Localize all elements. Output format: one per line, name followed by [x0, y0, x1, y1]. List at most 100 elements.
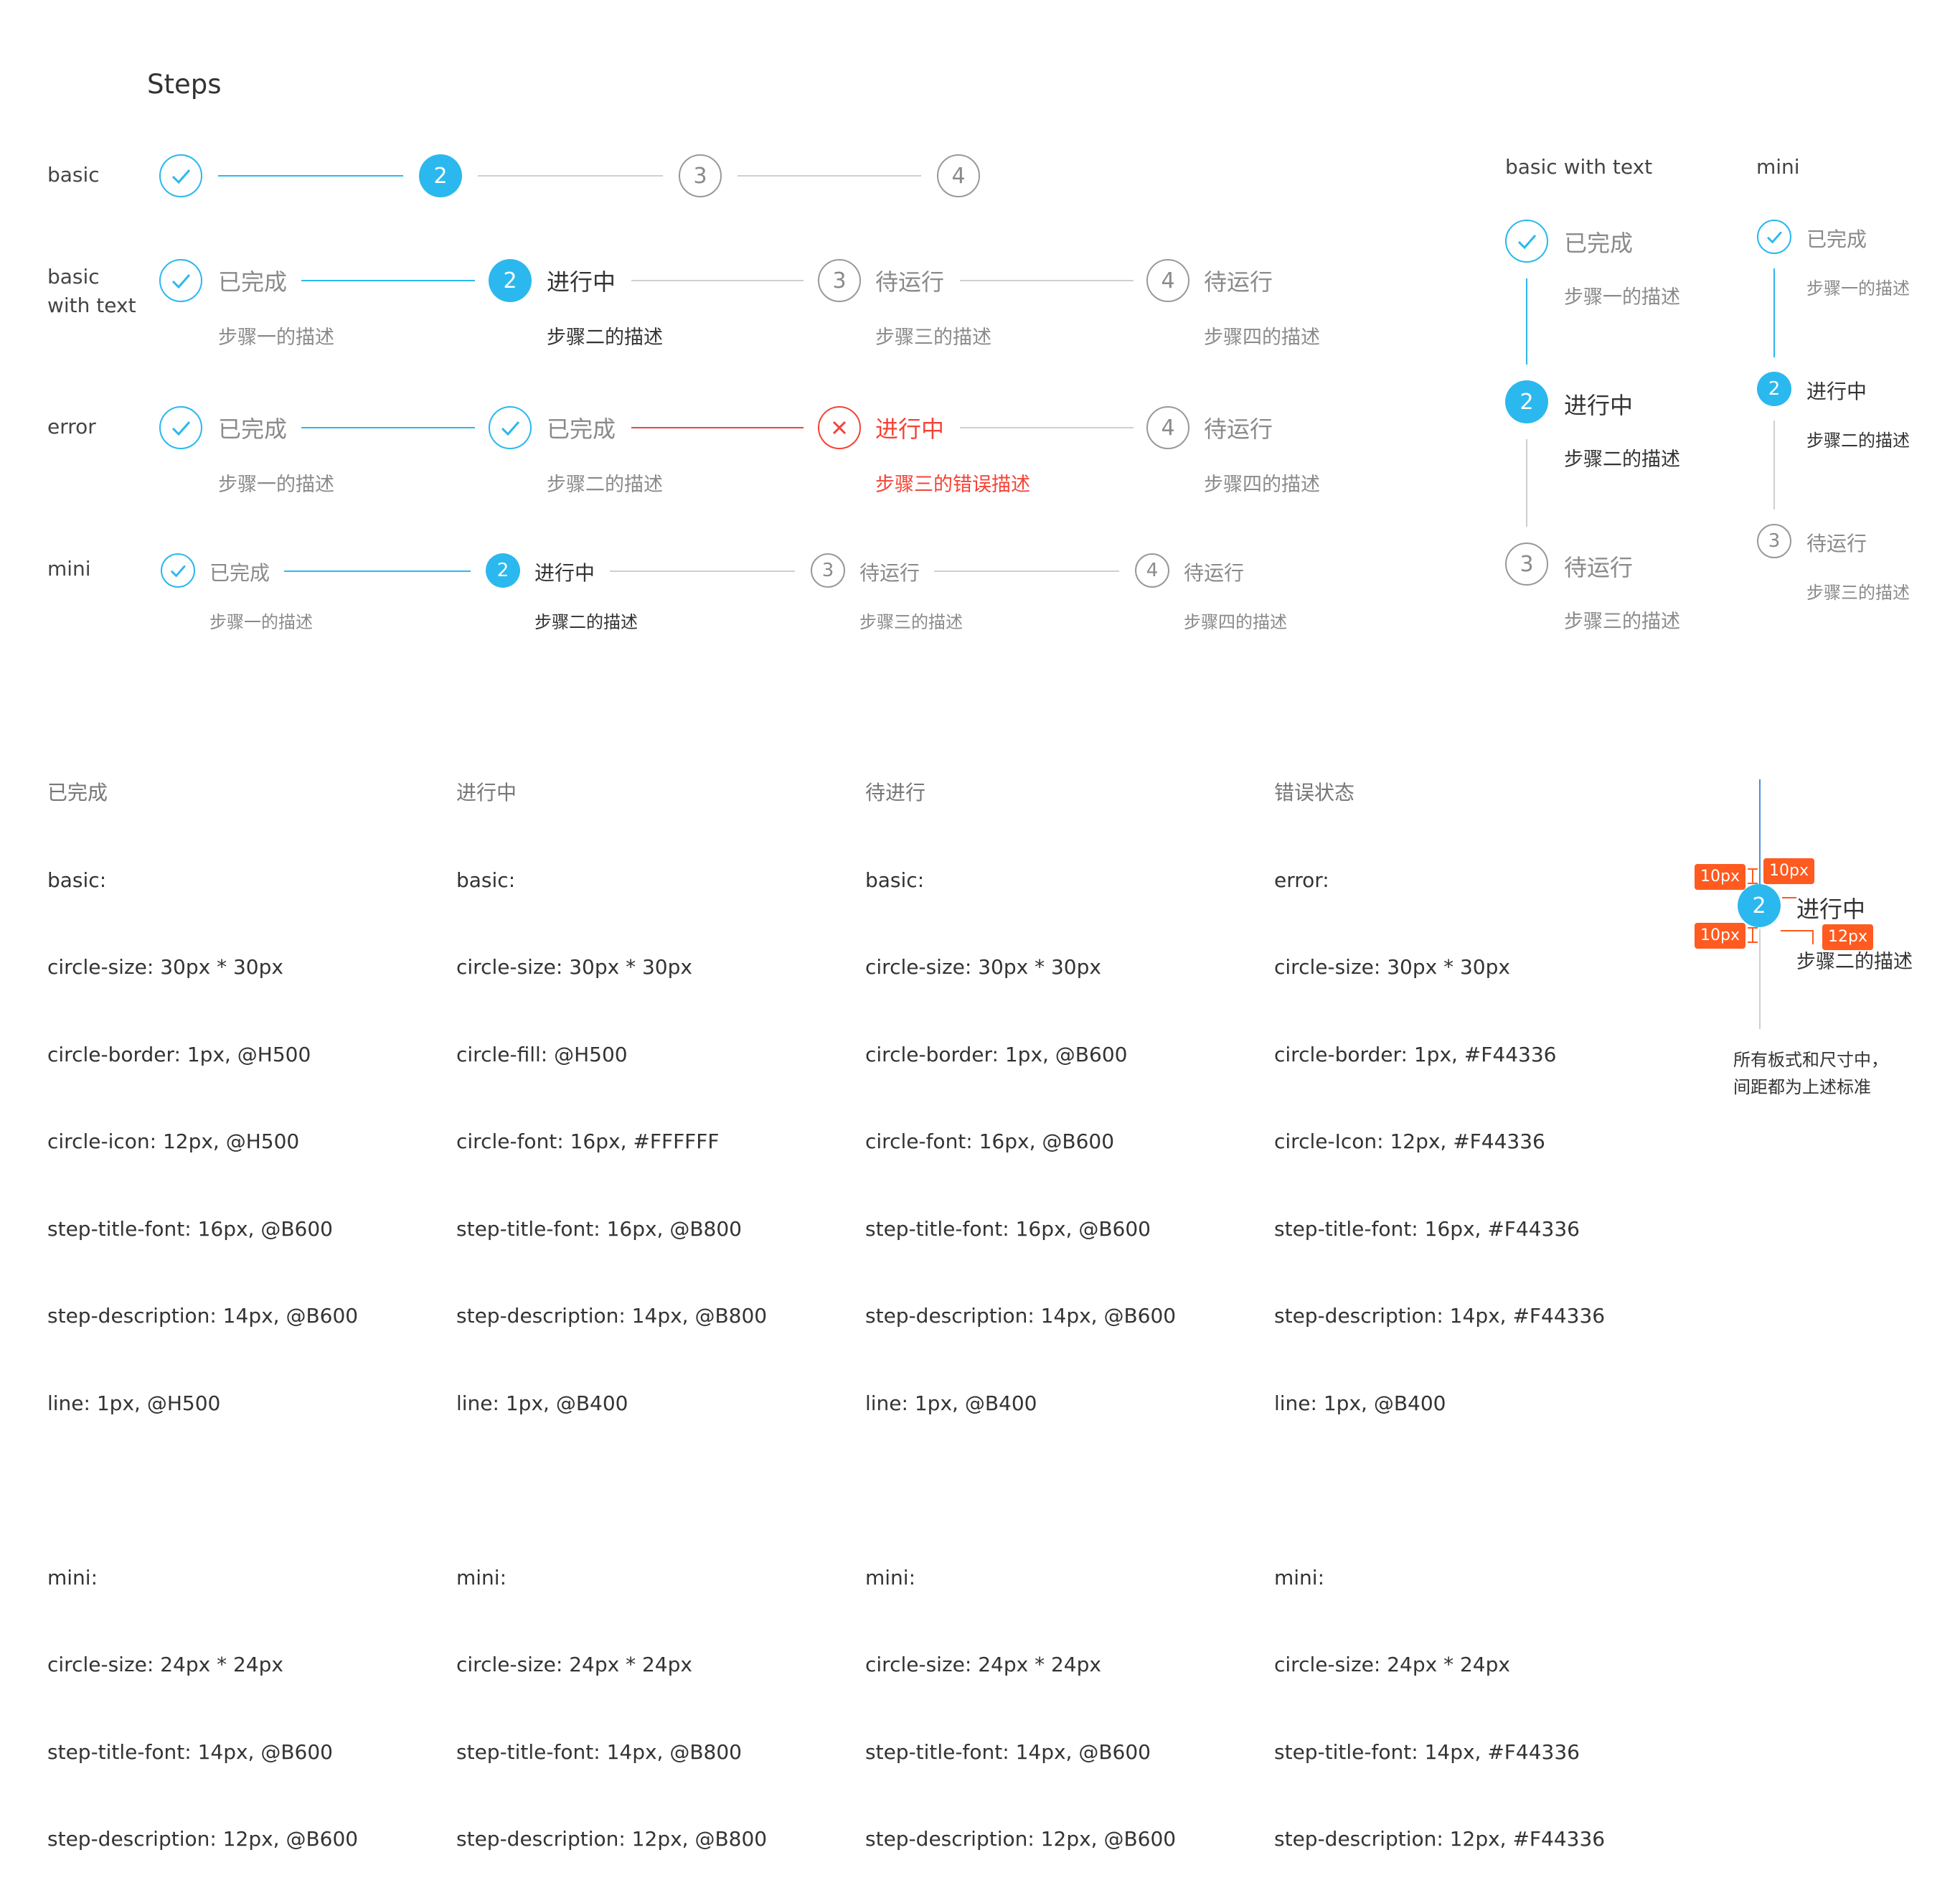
- spec-line: mini:: [1274, 1565, 1325, 1589]
- spec-heading: 进行中: [456, 781, 517, 804]
- step-circle-wait[interactable]: 4: [1135, 553, 1169, 588]
- step-connector: [610, 570, 795, 572]
- step-description: 步骤二的描述: [1564, 449, 1680, 471]
- spec-line: step-title-font: 16px, @B600: [865, 1216, 1151, 1241]
- step-description: 步骤三的描述: [1564, 611, 1680, 633]
- step-connector: [738, 175, 921, 177]
- step-description: 步骤一的描述: [1806, 278, 1910, 299]
- spacing-tag: 12px: [1822, 924, 1873, 950]
- row-label-mini: mini: [47, 557, 91, 581]
- step-circle-wait[interactable]: 4: [937, 154, 980, 197]
- spec-line: circle-size: 24px * 24px: [865, 1653, 1101, 1676]
- spec-line: step-title-font: 16px, @B800: [456, 1216, 742, 1241]
- step-circle-active[interactable]: 2: [1757, 372, 1791, 406]
- measure-marker: [1748, 883, 1758, 884]
- check-icon: [501, 421, 520, 436]
- vertical-text-label: basic with text: [1505, 155, 1653, 179]
- spec-line: circle-fill: @H500: [456, 1042, 628, 1066]
- step-title: 进行中: [875, 415, 945, 443]
- annotation-description: 步骤二的描述: [1796, 951, 1913, 973]
- measure-marker: [1752, 927, 1753, 943]
- step-circle-done[interactable]: [159, 154, 202, 197]
- step-connector: [218, 175, 403, 177]
- spacing-tag: 10px: [1695, 923, 1745, 949]
- step-circle-done[interactable]: [159, 259, 202, 302]
- spec-column-active: 进行中 basic: circle-size: 30px * 30px circ…: [456, 720, 767, 1883]
- spec-line: mini:: [47, 1565, 98, 1589]
- spec-line: basic:: [456, 868, 516, 892]
- guide-line-bottom: [1759, 929, 1761, 1029]
- measure-marker: [1812, 930, 1814, 944]
- spec-line: step-title-font: 14px, @B600: [47, 1739, 333, 1764]
- step-connector: [631, 280, 804, 281]
- step-circle-done[interactable]: [159, 406, 202, 449]
- step-title: 待运行: [1204, 268, 1273, 296]
- step-circle-done[interactable]: [161, 553, 195, 588]
- step-circle-wait[interactable]: 3: [1505, 543, 1548, 586]
- step-description: 步骤四的描述: [1204, 474, 1320, 496]
- spec-line: step-title-font: 16px, @B600: [47, 1216, 333, 1241]
- step-circle-done[interactable]: [1505, 220, 1548, 263]
- step-circle-active[interactable]: 2: [486, 553, 520, 588]
- step-connector: [1526, 439, 1527, 527]
- step-circle-active[interactable]: 2: [419, 154, 462, 197]
- step-circle-wait[interactable]: 4: [1146, 259, 1189, 302]
- spec-heading: 待进行: [865, 781, 926, 804]
- step-circle-wait[interactable]: 4: [1146, 406, 1189, 449]
- spec-line: circle-size: 30px * 30px: [47, 955, 283, 979]
- vertical-mini-label: mini: [1756, 155, 1800, 179]
- row-label-error: error: [47, 415, 96, 438]
- measure-marker: [1748, 942, 1758, 943]
- step-title: 待运行: [1184, 561, 1245, 585]
- step-title: 已完成: [1806, 227, 1867, 251]
- close-icon: [832, 421, 847, 435]
- spec-line: mini:: [456, 1565, 507, 1589]
- step-circle-active[interactable]: 2: [489, 259, 532, 302]
- spec-line: circle-size: 24px * 24px: [47, 1653, 283, 1676]
- spec-column-wait: 待进行 basic: circle-size: 30px * 30px circ…: [865, 720, 1176, 1883]
- spec-line: step-title-font: 14px, @B600: [865, 1739, 1151, 1764]
- spec-line: mini:: [865, 1565, 916, 1589]
- spec-line: line: 1px, @H500: [47, 1391, 221, 1415]
- annotation-note-line: 所有板式和尺寸中，: [1733, 1050, 1888, 1070]
- spec-line: step-title-font: 14px, @B800: [456, 1739, 742, 1764]
- step-circle-done[interactable]: [489, 406, 532, 449]
- spec-line: step-description: 14px, @B600: [865, 1304, 1177, 1328]
- step-circle-active[interactable]: 2: [1505, 380, 1548, 423]
- step-description: 步骤三的描述: [1806, 583, 1910, 603]
- step-circle-error[interactable]: [818, 406, 861, 449]
- spec-line: step-description: 14px, @B800: [456, 1304, 768, 1328]
- step-circle-wait[interactable]: 3: [679, 154, 722, 197]
- step-circle-done[interactable]: [1757, 220, 1791, 254]
- step-connector: [960, 427, 1134, 428]
- annotation-title: 进行中: [1796, 896, 1866, 923]
- step-title: 待运行: [1806, 532, 1867, 555]
- check-icon: [1517, 235, 1537, 250]
- measure-marker: [1748, 868, 1758, 870]
- row-label-basic: basic: [47, 163, 100, 187]
- step-circle-wait[interactable]: 3: [811, 553, 845, 588]
- step-description: 步骤三的描述: [875, 327, 991, 349]
- step-circle-wait[interactable]: 3: [1757, 524, 1791, 558]
- step-circle-wait[interactable]: 3: [818, 259, 861, 302]
- step-description: 步骤二的描述: [547, 327, 663, 349]
- spec-line: basic:: [47, 868, 107, 892]
- row-label-line: with text: [47, 294, 136, 317]
- step-description: 步骤四的描述: [1204, 327, 1320, 349]
- step-title: 已完成: [209, 561, 270, 585]
- step-connector: [478, 175, 663, 177]
- step-title: 进行中: [534, 561, 595, 585]
- step-description: 步骤四的描述: [1184, 612, 1287, 632]
- step-connector: [284, 570, 471, 572]
- step-title: 已完成: [547, 415, 616, 443]
- step-title: 进行中: [1564, 392, 1634, 419]
- step-connector: [1773, 421, 1775, 510]
- row-label-basic-with-text: basic with text: [47, 263, 136, 320]
- step-description: 步骤一的描述: [209, 612, 313, 632]
- spec-line: circle-icon: 12px, @H500: [47, 1130, 300, 1153]
- step-connector: [301, 427, 475, 428]
- spec-line: circle-font: 16px, @B600: [865, 1130, 1115, 1153]
- spec-line: circle-size: 30px * 30px: [865, 955, 1101, 979]
- spec-line: step-description: 14px, @B600: [47, 1304, 359, 1328]
- spec-line: circle-size: 30px * 30px: [456, 955, 692, 979]
